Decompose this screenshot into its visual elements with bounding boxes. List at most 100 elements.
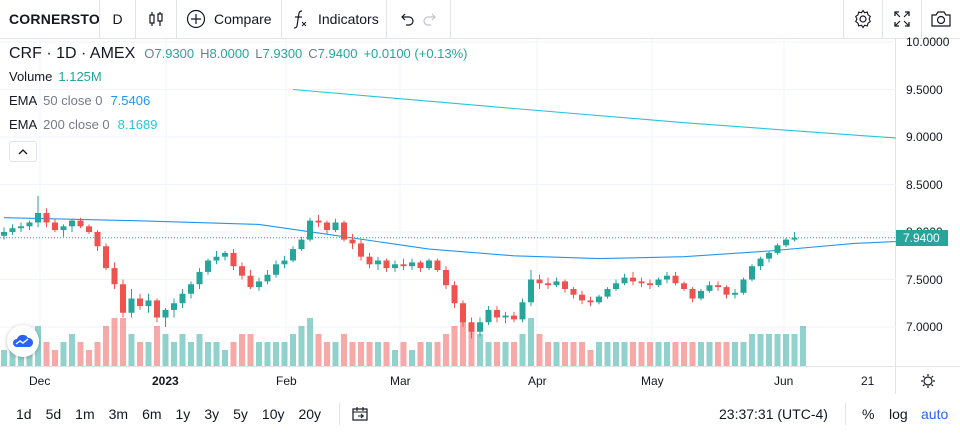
volume-bar bbox=[451, 326, 458, 366]
gear-icon bbox=[855, 9, 871, 29]
candle-body bbox=[562, 281, 568, 289]
redo-icon[interactable] bbox=[421, 10, 439, 28]
time-tick-label: Mar bbox=[390, 374, 411, 388]
volume-bar bbox=[553, 342, 560, 366]
candle-body bbox=[519, 302, 526, 320]
candle-body bbox=[468, 322, 475, 332]
volume-bar bbox=[196, 334, 203, 366]
settings-button[interactable] bbox=[843, 0, 882, 38]
series-title: CRF · 1D · AMEX bbox=[9, 45, 136, 62]
clock-timezone[interactable]: 23:37:31 (UTC-4) bbox=[719, 406, 828, 422]
price-axis[interactable]: 10.00009.50009.00008.50008.00007.50007.0… bbox=[896, 35, 960, 366]
range-button-1m[interactable]: 1m bbox=[75, 405, 95, 422]
candle-body bbox=[494, 309, 500, 318]
range-button-3m[interactable]: 3m bbox=[108, 405, 129, 422]
volume-bar bbox=[570, 342, 577, 366]
candle-body bbox=[324, 222, 330, 231]
screenshot-button[interactable] bbox=[921, 0, 960, 38]
candle-body bbox=[9, 228, 16, 232]
candle-body bbox=[264, 274, 271, 282]
indicators-label: Indicators bbox=[318, 11, 379, 27]
legend-ema50-row[interactable]: EMA 50 close 0 7.5406 bbox=[9, 93, 468, 117]
range-button-3y[interactable]: 3y bbox=[204, 405, 220, 422]
candle-body bbox=[672, 275, 679, 284]
candle-body bbox=[774, 245, 781, 253]
candle-body bbox=[281, 260, 288, 265]
percent-scale-toggle[interactable]: % bbox=[862, 406, 875, 422]
candle-body bbox=[587, 300, 594, 303]
volume-bar bbox=[69, 334, 75, 366]
candle-body bbox=[103, 246, 109, 269]
range-button-20y[interactable]: 20y bbox=[298, 405, 322, 422]
volume-bar bbox=[485, 342, 492, 366]
range-button-1y[interactable]: 1y bbox=[175, 405, 191, 422]
candle-body bbox=[86, 226, 92, 232]
chevron-up-icon bbox=[18, 148, 28, 154]
interval-label: D bbox=[112, 11, 123, 27]
legend-volume-row[interactable]: Volume 1.125M bbox=[9, 69, 468, 93]
range-button-1d[interactable]: 1d bbox=[16, 405, 32, 422]
candle-body bbox=[162, 309, 169, 318]
legend-collapse-button[interactable] bbox=[9, 141, 37, 162]
candle-body bbox=[171, 303, 177, 310]
volume-bar bbox=[307, 318, 313, 366]
volume-bar bbox=[111, 318, 118, 366]
price-tick-label: 7.0000 bbox=[906, 320, 943, 334]
chart-style-button[interactable] bbox=[136, 0, 177, 38]
candle-body bbox=[621, 277, 628, 284]
volume-bar bbox=[383, 342, 390, 366]
candle-body bbox=[213, 256, 220, 261]
volume-bar bbox=[18, 350, 24, 366]
volume-bar bbox=[630, 342, 636, 366]
ema50-line bbox=[3, 217, 960, 260]
fullscreen-button[interactable] bbox=[882, 0, 921, 38]
ema50-value: 7.5406 bbox=[110, 93, 151, 108]
indicators-button[interactable]: Indicators bbox=[282, 0, 387, 38]
range-button-6m[interactable]: 6m bbox=[142, 405, 162, 422]
auto-scale-toggle[interactable]: auto bbox=[921, 406, 949, 422]
ema200-name: EMA bbox=[9, 117, 38, 132]
candle-body bbox=[120, 284, 126, 313]
legend-ema200-row[interactable]: EMA 200 close 0 8.1689 bbox=[9, 117, 468, 141]
candle-body bbox=[290, 249, 296, 261]
volume-bar bbox=[536, 334, 543, 366]
volume-bar bbox=[519, 334, 526, 366]
range-button-5d[interactable]: 5d bbox=[45, 405, 62, 422]
candle-body bbox=[315, 220, 322, 223]
go-to-date-icon[interactable] bbox=[350, 405, 370, 423]
candle-body bbox=[111, 268, 118, 285]
candle-body bbox=[740, 279, 747, 293]
ohlc-close: C7.9400 bbox=[308, 46, 358, 61]
symbol-search[interactable]: CORNERSTONE bbox=[0, 0, 100, 38]
candle-body bbox=[434, 260, 441, 270]
ohlc-high: H8.0000 bbox=[200, 46, 250, 61]
compare-button[interactable]: Compare bbox=[177, 0, 282, 38]
candle-body bbox=[638, 281, 645, 284]
candle-body bbox=[188, 284, 194, 294]
tradingview-logo[interactable] bbox=[7, 325, 39, 357]
volume-bar bbox=[358, 342, 364, 366]
candle-body bbox=[43, 213, 50, 223]
volume-bar bbox=[247, 334, 254, 366]
candle-body bbox=[332, 222, 339, 231]
chart-pane[interactable] bbox=[0, 39, 960, 366]
range-button-5y[interactable]: 5y bbox=[233, 405, 248, 422]
undo-icon[interactable] bbox=[398, 10, 416, 28]
range-button-10y[interactable]: 10y bbox=[261, 405, 285, 422]
volume-bar bbox=[298, 326, 305, 366]
interval-selector[interactable]: D bbox=[100, 0, 136, 38]
candle-body bbox=[757, 258, 764, 267]
candle-body bbox=[417, 262, 424, 269]
candle-body bbox=[77, 220, 84, 227]
time-axis[interactable]: Dec 2023 Feb Mar Apr May Jun 21 bbox=[0, 366, 896, 394]
volume-bar bbox=[723, 342, 730, 366]
candle-body bbox=[128, 298, 135, 313]
volume-bar bbox=[400, 342, 407, 366]
ema50-params: 50 close 0 bbox=[43, 93, 103, 108]
axis-settings-button[interactable] bbox=[896, 366, 960, 394]
volume-bar bbox=[511, 342, 517, 366]
volume-bar bbox=[349, 342, 356, 366]
volume-bar bbox=[434, 342, 441, 366]
log-scale-toggle[interactable]: log bbox=[889, 406, 908, 422]
volume-bar bbox=[86, 350, 92, 366]
